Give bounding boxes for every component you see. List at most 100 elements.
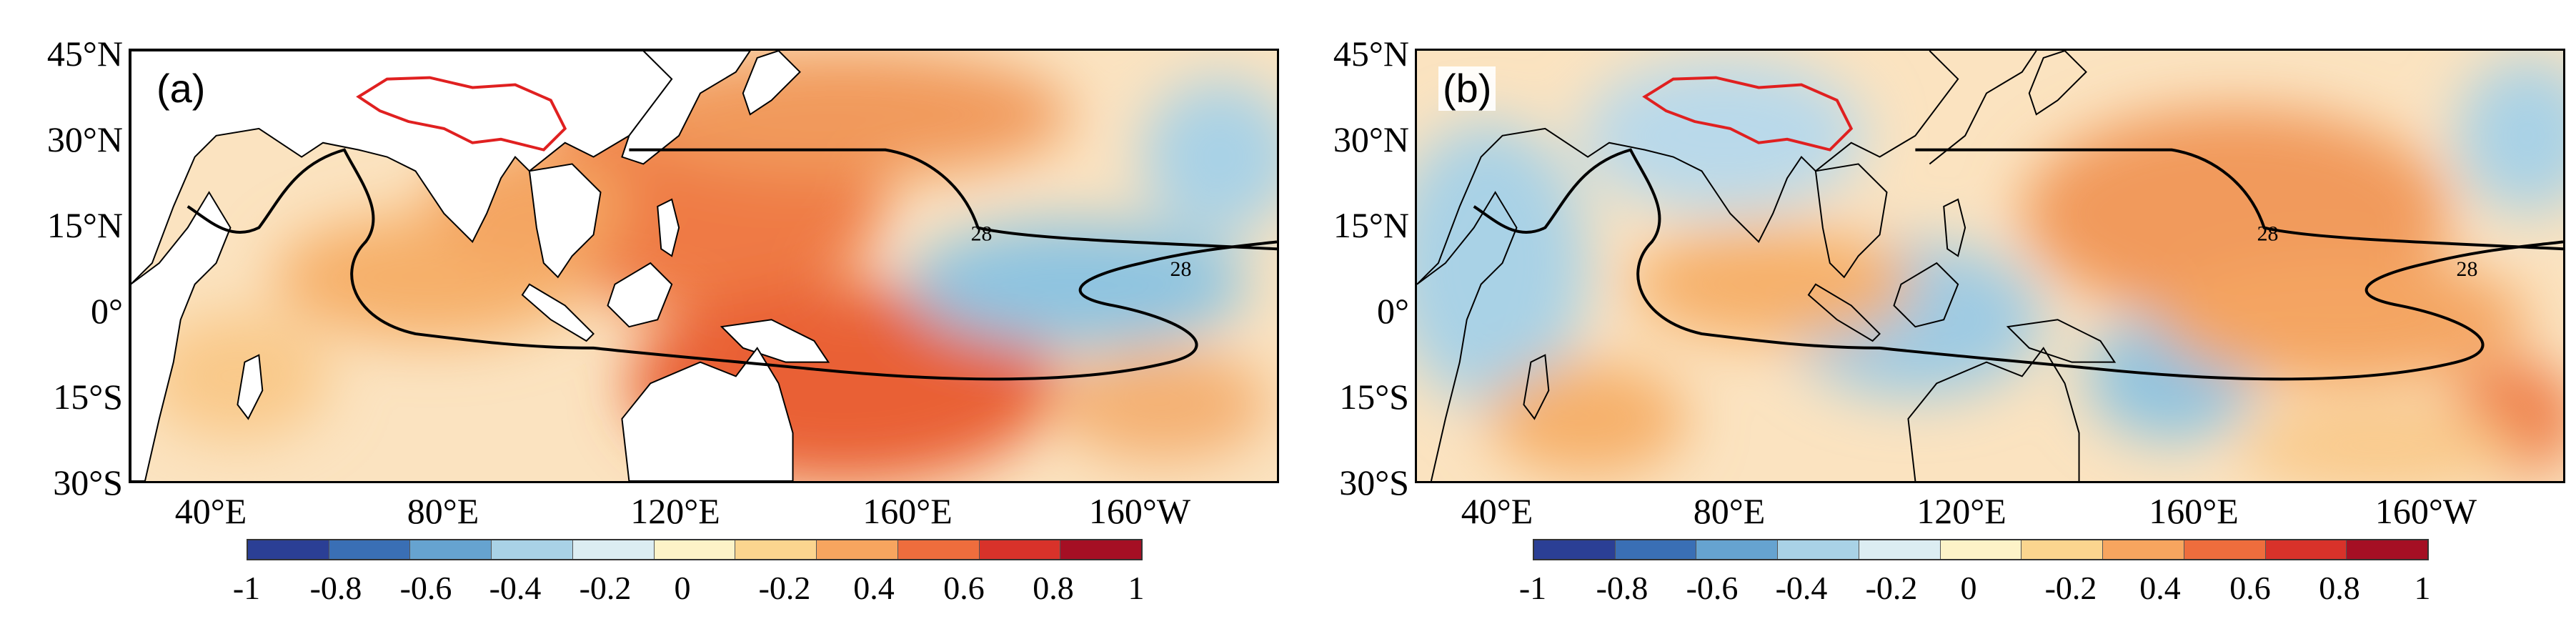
- contour-28-north: [629, 148, 1277, 251]
- lat-label: 30°N: [46, 119, 123, 159]
- landmass-borneo: [607, 262, 673, 328]
- lat-label: 15°S: [1339, 377, 1409, 417]
- coastline-arabia-africa: [1417, 191, 1518, 481]
- lat-label: 0°: [1377, 291, 1409, 331]
- landmass-new-guinea: [720, 319, 830, 363]
- colorbar-segment: [2184, 540, 2266, 559]
- lat-label: 45°N: [1333, 34, 1409, 74]
- colorbar-tick: 0.6: [943, 570, 985, 606]
- colorbar-segment: [410, 540, 492, 559]
- map-area-a: 28 28 (a): [129, 49, 1279, 483]
- coastlines-b: [1417, 51, 2117, 481]
- colorbar-segment: [2265, 540, 2347, 559]
- lat-label: 30°S: [53, 462, 123, 502]
- colorbar-segment: [1696, 540, 1779, 559]
- coastline-madagascar: [1523, 354, 1550, 420]
- lat-label: 15°N: [46, 205, 123, 245]
- lon-label: 80°E: [1693, 491, 1766, 531]
- coastline-borneo: [1893, 262, 1959, 328]
- lat-label: 30°N: [1333, 119, 1409, 159]
- lat-label: 15°S: [53, 377, 123, 417]
- contour-28: [187, 148, 1277, 381]
- colorbar-tick: 0.8: [1033, 570, 1074, 606]
- coastline-east-asia: [1929, 51, 2037, 165]
- coastline-australia: [1907, 347, 2080, 481]
- colorbar-segment: [1534, 540, 1616, 559]
- colorbar-tick: -0.2: [758, 570, 811, 606]
- anomaly-field-b: [1417, 57, 2563, 481]
- colorbar-tick: 0.6: [2229, 570, 2271, 606]
- panel-label-a: (a): [152, 66, 210, 111]
- coastline-new-guinea: [2006, 319, 2117, 363]
- contour-28-north: [1915, 148, 2563, 251]
- colorbar-tick: 0: [674, 570, 691, 606]
- colorbar-tick: -1: [232, 570, 261, 606]
- colorbar-segment: [492, 540, 573, 559]
- coastline-eurasia: [1417, 51, 1959, 285]
- lat-label: 15°N: [1333, 205, 1409, 245]
- lat-label: 0°: [91, 291, 123, 331]
- lon-label: 40°E: [1461, 491, 1533, 531]
- colorbar-tick: -0.2: [1865, 570, 1918, 606]
- colorbar-segment: [1859, 540, 1941, 559]
- colorbar-segment: [248, 540, 329, 559]
- landmass-philippines: [657, 198, 680, 257]
- panel-b: 28 28 (b) 45°N 30°N 15°N 0° 15°S 30°S 40…: [1286, 0, 2565, 639]
- colorbar-segment: [735, 540, 817, 559]
- colorbar-segment: [817, 540, 898, 559]
- coastline-philippines: [1943, 198, 1966, 257]
- colorbar-segment: [979, 540, 1061, 559]
- colorbar-tick: -0.4: [1775, 570, 1828, 606]
- map-area-b: 28 28 (b): [1415, 49, 2565, 483]
- colorbar-segment: [654, 540, 736, 559]
- colorbar-segment: [329, 540, 411, 559]
- lon-label: 40°E: [174, 491, 247, 531]
- colorbar-tick: 0.4: [853, 570, 895, 606]
- colorbar-b: [1533, 539, 2429, 560]
- contour-label-28: 28: [971, 222, 993, 245]
- colorbar-a: [247, 539, 1143, 560]
- colorbar-tick: -1: [1518, 570, 1547, 606]
- colorbar-segment: [897, 540, 980, 559]
- contour-label-28-east: 28: [2457, 257, 2478, 281]
- colorbar-tick: 0.4: [2139, 570, 2181, 606]
- colorbar-segment: [2347, 540, 2428, 559]
- coastline-japan: [2028, 51, 2087, 116]
- colorbar-tick: -0.2: [579, 570, 632, 606]
- colorbar-tick: 1: [2414, 570, 2431, 606]
- lon-label: 160°W: [1088, 491, 1191, 531]
- lat-label: 30°S: [1339, 462, 1409, 502]
- colorbar-tick: 1: [1128, 570, 1145, 606]
- colorbar-segment: [1778, 540, 1859, 559]
- plateau-outline: [356, 76, 567, 152]
- colorbar-tick: -0.4: [489, 570, 542, 606]
- panel-a: 28 28 (a) 45°N 30°N 15°N 0° 15°S 30°S 40…: [0, 0, 1279, 639]
- colorbar-segment: [1615, 540, 1697, 559]
- colorbar-segment: [572, 540, 655, 559]
- map-svg-b: 28 28: [1417, 51, 2563, 481]
- colorbar-tick: -0.2: [2044, 570, 2097, 606]
- coastline-indochina: [1814, 163, 1888, 279]
- map-svg-a: 28 28: [131, 51, 1277, 481]
- colorbar-tick: 0.8: [2319, 570, 2360, 606]
- colorbar-segment: [2103, 540, 2184, 559]
- landmass-sumatra: [521, 283, 595, 342]
- lat-label: 45°N: [46, 34, 123, 74]
- contour-label-28: 28: [2257, 222, 2279, 245]
- colorbar-segment: [1940, 540, 2022, 559]
- lon-label: 160°E: [862, 491, 953, 531]
- colorbar-tick: -0.8: [1596, 570, 1648, 606]
- colorbar-tick: -0.8: [309, 570, 362, 606]
- lon-label: 120°E: [630, 491, 720, 531]
- landmass-arabia-africa: [131, 191, 232, 481]
- lon-label: 80°E: [407, 491, 479, 531]
- panel-label-b: (b): [1438, 66, 1496, 111]
- colorbar-tick: 0: [1960, 570, 1977, 606]
- colorbar-tick: -0.6: [1686, 570, 1739, 606]
- landmass-eurasia: [131, 51, 673, 286]
- lon-label: 120°E: [1916, 491, 2006, 531]
- colorbar-segment: [1060, 540, 1142, 559]
- plateau-outline: [1642, 76, 1854, 152]
- coastline-sumatra: [1807, 283, 1881, 342]
- lon-label: 160°E: [2149, 491, 2239, 531]
